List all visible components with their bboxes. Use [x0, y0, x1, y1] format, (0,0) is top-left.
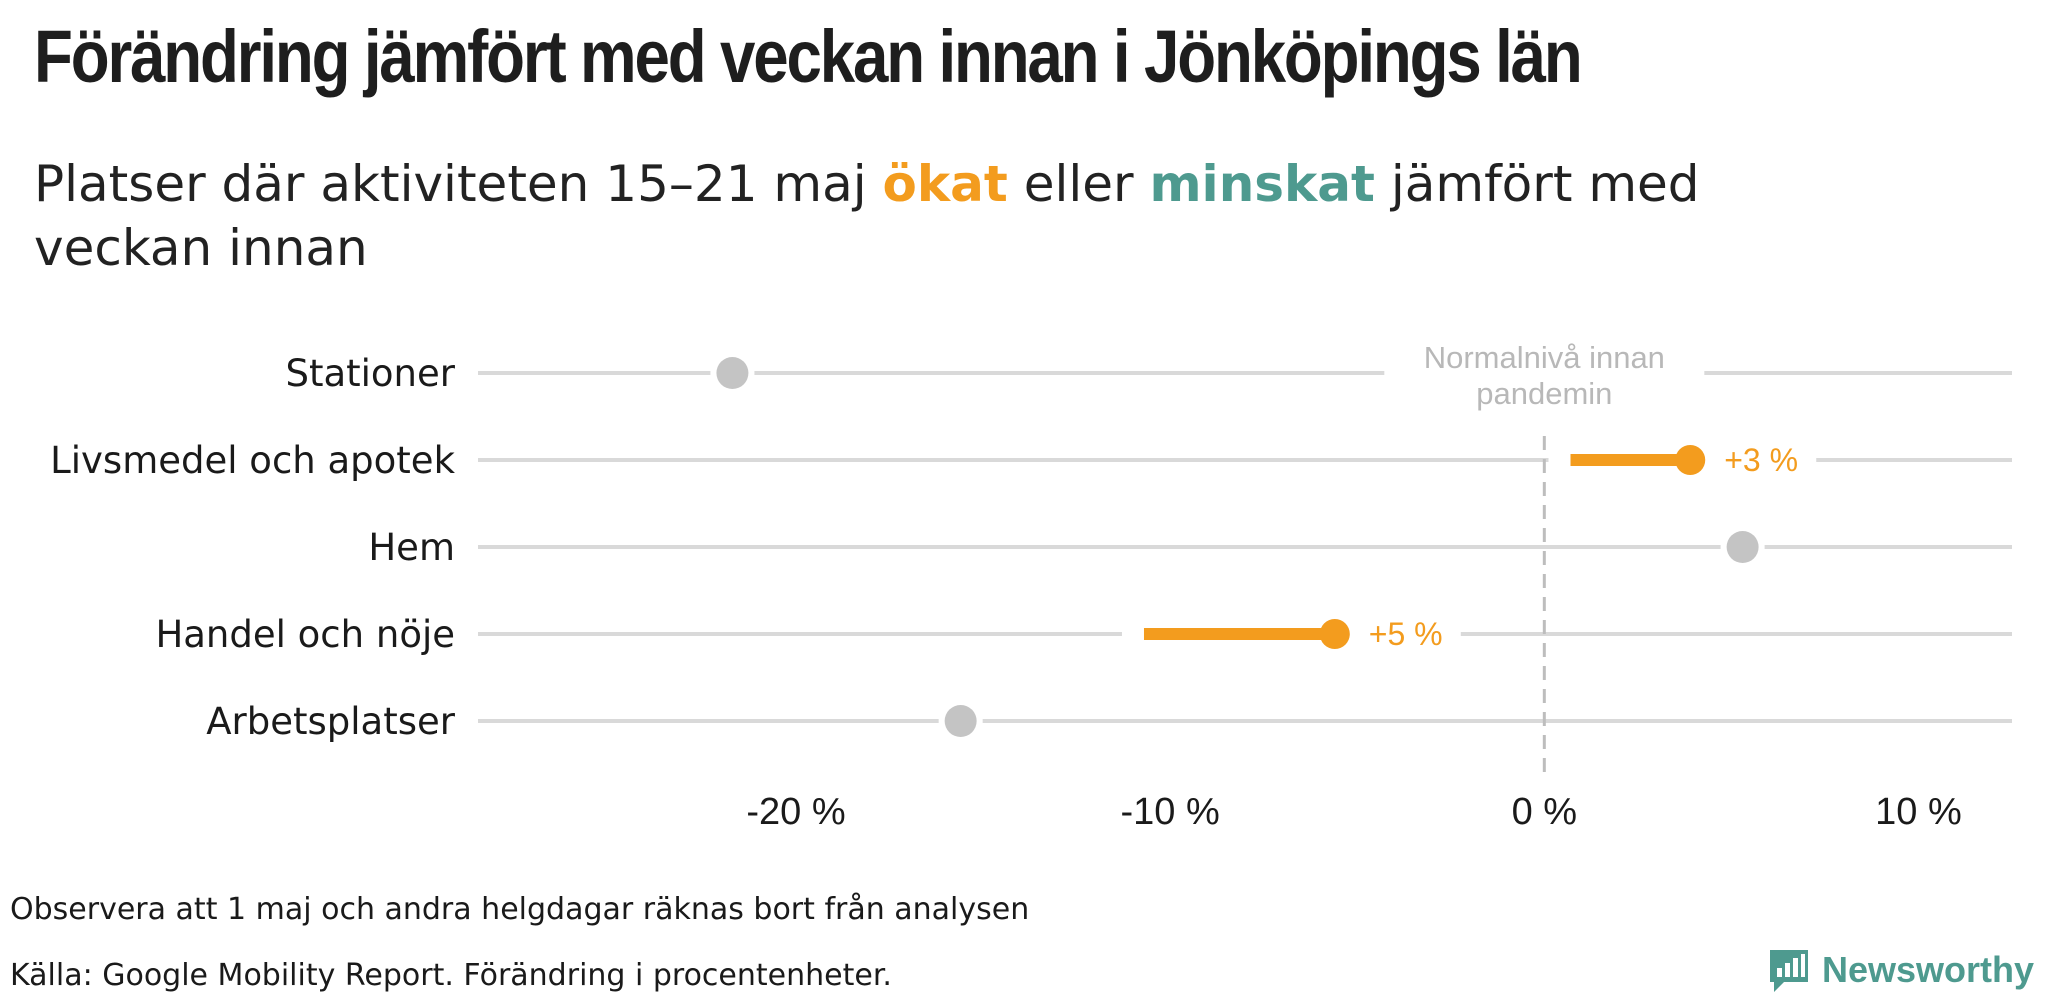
reference-label: Normalnivå innan [1424, 340, 1665, 375]
change-label: +3 % [1724, 442, 1798, 478]
x-tick-label: -10 % [1121, 791, 1220, 833]
x-tick-label: 10 % [1875, 791, 1962, 833]
current-value-dot [1319, 619, 1350, 649]
source-note: Källa: Google Mobility Report. Förändrin… [10, 958, 892, 993]
dot-chart: Stationer Livsmedel och apotek +3 % Hem Hand… [50, 340, 2012, 833]
x-tick-label: -20 % [746, 791, 845, 833]
category-label: Handel och nöje [155, 613, 455, 656]
footnote: Observera att 1 maj och andra helgdagar … [10, 892, 1030, 927]
gridlines [478, 371, 2012, 723]
change-label: +5 % [1369, 616, 1443, 652]
subtitle-connector: eller [1007, 155, 1150, 213]
chart-title: Förändring jämfört med veckan innan i Jö… [34, 15, 1583, 98]
category-label: Arbetsplatser [206, 700, 456, 743]
bar-chart-speech-bubble-icon [1769, 950, 1808, 992]
reference-label: pandemin [1476, 376, 1612, 411]
category-label: Stationer [285, 352, 455, 395]
value-dot [716, 357, 749, 389]
newsworthy-logo: Newsworthy [1766, 946, 2034, 994]
subtitle-intro: Platser där aktiviteten 15–21 maj [34, 155, 883, 213]
value-dot [944, 705, 977, 737]
category-label: Hem [368, 526, 455, 569]
marks [716, 357, 1759, 737]
value-dot [1726, 531, 1759, 563]
subtitle-decreased-word: minskat [1149, 155, 1375, 213]
brand-name: Newsworthy [1821, 949, 2034, 990]
x-tick-label: 0 % [1512, 791, 1577, 833]
subtitle-increased-word: ökat [882, 155, 1008, 213]
subtitle-outro: jämfört med veckan innan [34, 155, 1700, 277]
current-value-dot [1675, 445, 1706, 475]
category-label: Livsmedel och apotek [50, 439, 455, 482]
chart-subtitle: Platser där aktiviteten 15–21 maj ökat e… [34, 152, 1754, 280]
